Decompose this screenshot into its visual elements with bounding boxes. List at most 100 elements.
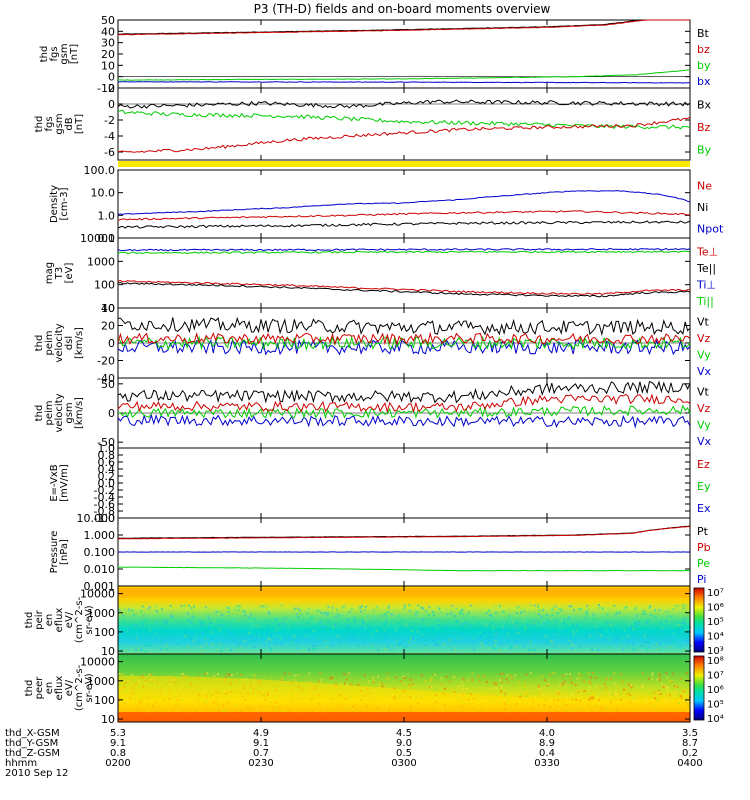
y-axis-label: thd [34,405,45,422]
series-by [117,69,691,81]
y-tick-label: -0.6 [94,498,115,511]
legend-Te⊥: Te⊥ [696,245,718,258]
legend-Bz: Bz [697,121,711,134]
y-tick-label: 10000 [80,656,115,669]
y-tick-label: -0.8 [94,505,115,518]
series-Vx [117,338,691,356]
colorbar-label: 10⁷ [707,588,724,599]
y-axis-label: E=-VxB [49,464,60,501]
footer-value: 0200 [105,758,130,769]
y-tick-label: 100.0 [84,164,116,177]
y-tick-label: 10 [101,645,115,658]
legend-Ey: Ey [697,480,711,493]
footer-date: 2010 Sep 12 [5,768,68,779]
y-axis-label: velocity [54,393,65,432]
y-axis-label: eflux [54,676,65,701]
y-axis-label: (cm^2-s- [74,596,85,643]
y-axis-label: thd [24,680,35,697]
series-Te|| [117,282,691,298]
panel-peim-gsm: 50 0 -50 thd peim velocity gsm [km/s] Vt Vz Vy Vx [34,377,712,449]
y-tick-label: 1.0 [98,209,116,222]
y-tick-label: 50 [101,378,115,391]
legend-Ex: Ex [697,502,711,515]
footer-value: 4.0 [539,728,555,739]
footer-value: 9.1 [110,738,126,749]
series-Bz [117,116,691,153]
y-tick-label: 100 [94,626,115,639]
y-axis-label: [eV] [64,263,75,284]
footer-value: 0300 [391,758,416,769]
y-tick-label: 10.000 [77,512,116,525]
legend-Vx: Vx [697,435,712,448]
y-axis-label: [km/s] [74,397,85,429]
y-tick-label: 0.100 [84,546,116,559]
legend-Ez: Ez [697,458,710,471]
y-tick-label: 1000 [87,255,115,268]
y-axis-label: thd [24,612,35,629]
colorbar [693,587,705,653]
panel-pressure: 10.000 1.000 0.100 0.010 0.001 Pressure [nPa] P… [49,512,711,593]
y-tick-label: 10 [101,302,115,315]
y-axis-label: Density [49,185,60,223]
footer: thd_X-GSM 5.3 4.9 4.5 4.0 3.5 thd_Y-GSM 9.1 9.1 9… [5,728,703,779]
electron-band [118,675,690,722]
series-Npot [117,190,691,215]
legend-Vy: Vy [697,348,711,361]
legend-Bx: Bx [697,98,712,111]
footer-value: 5.3 [110,728,126,739]
legend-Te||: Te|| [696,262,716,275]
y-tick-label: 0.8 [98,449,116,462]
y-axis-label: gsm [54,113,65,134]
footer-value: 4.5 [396,728,412,739]
y-tick-label: 2 [108,82,115,95]
y-tick-label: -1.0 [94,512,115,525]
colorbar-label: 10⁵ [707,700,724,711]
footer-row-label: thd_Z-GSM [5,748,60,759]
y-axis-label: thd [34,335,45,352]
y-axis-label: [nT] [74,114,85,134]
y-axis-label: [nPa] [59,539,70,565]
series-Te⊥ [117,279,691,295]
series-bx [118,81,691,84]
y-tick-label: -0.2 [94,484,115,497]
legend-bz: bz [697,43,710,56]
colorbar-label: 10⁷ [707,671,724,682]
figure-title: P3 (TH-D) fields and on-board moments ov… [254,2,551,16]
y-tick-label: 1000 [87,607,115,620]
footer-value: 0.4 [539,748,555,759]
series-Pe [117,566,691,572]
yellow-marker-bar [118,161,690,167]
legend-Vz: Vz [697,402,711,415]
y-axis-label: velocity [54,323,65,362]
y-axis-label: peer [34,676,45,700]
y-tick-label: 100 [94,279,115,292]
legend-Ti⊥: Ti⊥ [696,278,716,291]
panel-density: 100.0 10.0 1.0 0.1 Density [cm-3] Ne Ni Npot [49,164,724,245]
series-bz [118,19,690,36]
footer-value: 0.7 [253,748,269,759]
series-By [117,109,691,130]
y-axis-label: dB [64,117,75,130]
y-tick-label: 0 [108,98,115,111]
legend-Vt: Vt [697,385,710,398]
series-Vz [117,393,691,414]
legend-Ti||: Ti|| [696,295,714,308]
y-tick-label: 0.001 [84,580,116,593]
y-tick-label: 30 [101,37,115,50]
series-Bx [117,99,691,109]
y-tick-label: 0.010 [84,563,116,576]
series-Vz [117,331,691,346]
panel-temperature: 10000 1000 100 10 mag T3 [eV] Te⊥ Te|| Ti⊥ Ti|| [44,232,718,315]
footer-row-label: thd_X-GSM [5,728,60,739]
legend-By: By [697,144,712,157]
y-tick-label: 20 [101,320,115,333]
legend-Pe: Pe [697,557,710,570]
series-Ti⊥ [117,248,691,252]
legend-Ne: Ne [697,180,712,193]
footer-value: 0330 [534,758,559,769]
series-Vt [117,316,691,337]
y-axis-label: gsm [59,43,70,64]
